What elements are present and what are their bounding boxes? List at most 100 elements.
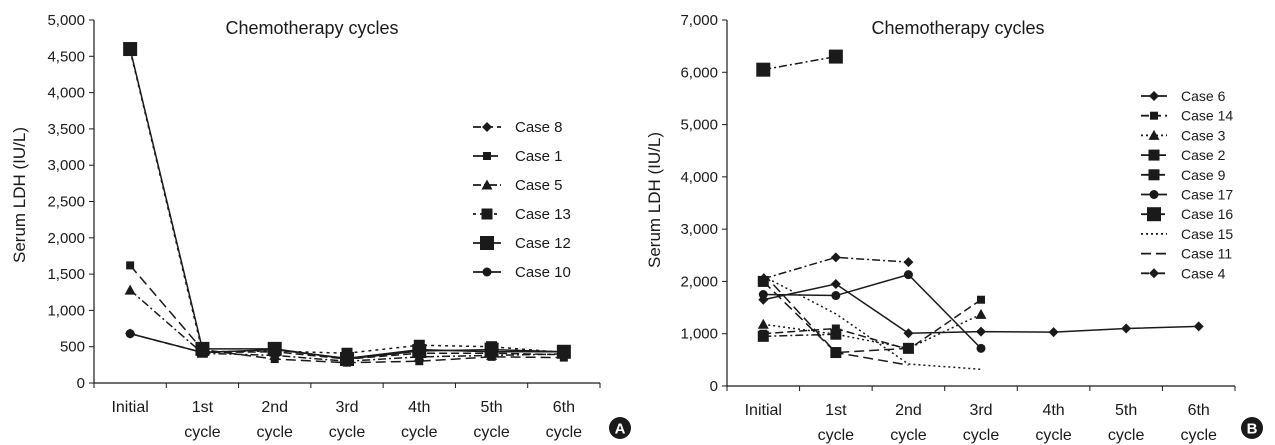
y-tick-label: 5,000 — [47, 12, 85, 29]
y-tick-label: 0 — [710, 378, 718, 395]
legend-label: Case 5 — [515, 177, 563, 194]
y-tick-label: 2,500 — [47, 194, 85, 211]
x-tick-label: 6th — [1188, 402, 1210, 419]
series-case-13 — [124, 44, 570, 359]
data-point — [830, 328, 842, 340]
data-point — [480, 236, 494, 250]
data-point — [757, 330, 769, 342]
y-tick-label: 500 — [60, 339, 85, 356]
legend-label: Case 13 — [515, 206, 571, 223]
series-line — [763, 55, 836, 71]
data-point — [1121, 323, 1132, 334]
data-point — [482, 122, 492, 132]
legend-label: Case 10 — [515, 264, 571, 281]
series-line — [129, 50, 564, 354]
data-point — [1148, 169, 1160, 181]
data-point — [342, 353, 352, 363]
series-line — [763, 273, 982, 349]
legend-label: Case 4 — [1181, 265, 1226, 281]
data-point — [126, 261, 135, 270]
y-axis-label: Serum LDH (IU/L) — [10, 127, 29, 263]
chart-title: Chemotherapy cycles — [225, 18, 398, 38]
series-line — [762, 280, 909, 354]
series-line — [129, 48, 564, 360]
x-tick-label: cycle — [1180, 427, 1217, 444]
series-case-17 — [758, 270, 986, 353]
legend-label: Case 9 — [1181, 167, 1226, 183]
x-tick-label: cycle — [329, 424, 366, 441]
series-line — [763, 333, 836, 338]
panel-badge: A — [609, 417, 631, 439]
y-tick-label: 6,000 — [680, 64, 718, 81]
series-case-6 — [758, 279, 1204, 339]
data-point — [1048, 327, 1059, 338]
series-case-3 — [757, 308, 987, 353]
x-tick-label: 3rd — [969, 402, 992, 419]
panel-badge: B — [1241, 417, 1263, 439]
series-line — [762, 275, 982, 371]
x-tick-label: cycle — [890, 427, 927, 444]
series-case-9 — [757, 328, 842, 342]
x-tick-label: Initial — [111, 399, 148, 416]
data-point — [830, 279, 841, 290]
y-tick-label: 4,000 — [47, 85, 85, 102]
data-point — [976, 326, 986, 337]
data-point — [831, 291, 841, 301]
x-tick-label: cycle — [1108, 427, 1145, 444]
data-point — [903, 257, 914, 268]
chart-title: Chemotherapy cycles — [871, 18, 1044, 38]
data-point — [559, 347, 569, 357]
legend-label: Case 11 — [1181, 246, 1232, 262]
chart-panel-a: Chemotherapy cycles Serum LDH (IU/L) 0 50… — [10, 12, 631, 441]
x-tick-label: cycle — [473, 424, 510, 441]
data-point — [977, 295, 985, 304]
series-line — [763, 283, 1199, 334]
data-point — [903, 328, 914, 339]
y-tick-label: 4,500 — [47, 48, 85, 65]
data-point — [756, 62, 771, 77]
x-tick-label: 2nd — [895, 402, 922, 419]
y-tick-label: 2,000 — [680, 273, 718, 290]
x-tick-label: 6th — [553, 399, 575, 416]
data-point — [482, 267, 492, 277]
legend-label: Case 3 — [1181, 127, 1226, 143]
legend-label: Case 12 — [515, 235, 571, 252]
series-case-12 — [123, 42, 571, 367]
data-point — [1149, 91, 1159, 101]
data-point — [414, 345, 424, 355]
x-tick-label: cycle — [401, 424, 438, 441]
x-tick-label: 1st — [192, 399, 214, 416]
legend-label: Case 15 — [1181, 226, 1233, 242]
data-point — [123, 42, 138, 57]
data-point — [830, 252, 841, 263]
legend: Case 8 Case 1 Case 5 Case 13 Case 12 Case 10 — [473, 119, 571, 281]
x-tick-label: Initial — [745, 402, 782, 419]
data-point — [1150, 111, 1158, 120]
x-tick-label: cycle — [1035, 427, 1072, 444]
data-point — [487, 347, 497, 357]
x-tick-label: cycle — [256, 424, 293, 441]
data-point — [902, 342, 914, 354]
legend-label: Case 8 — [515, 119, 563, 136]
legend: Case 6 Case 14 Case 3 Case 2 Case 9 Case 17 Ca… — [1141, 88, 1233, 281]
data-point — [757, 318, 769, 329]
data-point — [197, 348, 207, 358]
data-point — [758, 290, 768, 299]
y-tick-label: 1,000 — [680, 326, 718, 343]
y-tick-label: 7,000 — [680, 12, 718, 29]
y-tick-label: 3,000 — [47, 157, 85, 174]
plot-area: 0 1,000 2,000 3,000 4,000 5,000 6,000 7,000 Init… — [680, 12, 1236, 444]
series-case-10 — [125, 329, 569, 363]
series-case-14 — [759, 295, 985, 354]
data-point — [975, 308, 987, 319]
y-tick-label: 5,000 — [680, 117, 718, 134]
data-point — [903, 270, 913, 280]
x-tick-label: cycle — [818, 427, 855, 444]
data-point — [1193, 321, 1204, 332]
y-tick-label: 0 — [77, 375, 85, 392]
data-point — [1149, 190, 1159, 199]
legend-label: Case 16 — [1181, 206, 1233, 222]
panel-label: A — [615, 421, 626, 438]
series-case-15 — [762, 275, 982, 371]
